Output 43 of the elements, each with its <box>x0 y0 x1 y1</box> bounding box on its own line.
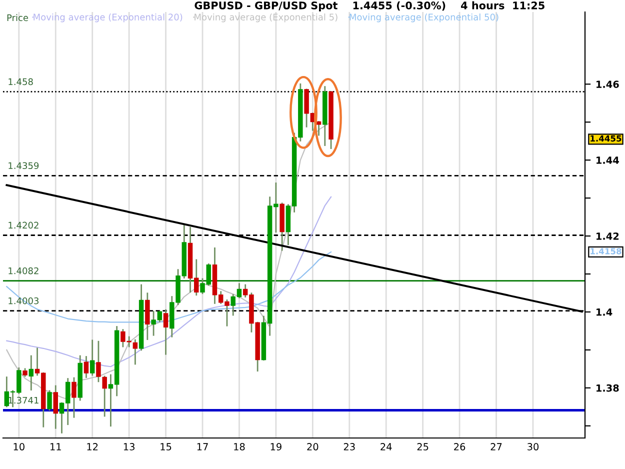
candlestick <box>163 309 168 355</box>
chart-title: GBPUSD - GBP/USD Spot 1.4455 (-0.30%) 4 hours 11:25 <box>194 1 544 12</box>
candlestick <box>47 390 52 411</box>
ref-line-label: 1.4082 <box>8 267 38 274</box>
x-tick-label: 12 <box>87 443 98 450</box>
candlestick <box>102 376 107 417</box>
candlestick <box>84 356 89 378</box>
legend-label: Moving average (Exponential 5) <box>194 13 338 22</box>
ref-line-label: 1.458 <box>8 78 33 86</box>
text: 1.4455 <box>590 135 622 142</box>
y-axis-title: Price <box>7 14 28 22</box>
y-tick-label: 1.38 <box>596 384 619 392</box>
legend-label: Moving average (Exponential 50) <box>350 13 498 22</box>
text: 1.4158 <box>590 248 622 254</box>
candlestick <box>28 355 34 390</box>
x-tick-label: 20 <box>307 443 318 450</box>
ref-line-label: 1.4202 <box>8 222 38 229</box>
x-tick-label: 24 <box>380 443 392 450</box>
x-tick-label: 27 <box>490 443 502 450</box>
x-tick-label: 25 <box>417 443 428 450</box>
y-tick-label: 1.44 <box>596 156 619 164</box>
x-tick-label: 13 <box>124 443 134 450</box>
x-tick-label: 11 <box>50 443 61 450</box>
candlestick <box>145 292 150 340</box>
ref-line-label: 1.4359 <box>8 162 39 170</box>
candlestick <box>132 339 138 365</box>
x-tick-label: 18 <box>234 443 245 450</box>
x-tick-label: 17 <box>197 443 208 450</box>
y-tick-label: 1.42 <box>596 232 619 240</box>
candlestick <box>96 340 101 382</box>
x-tick-label: 19 <box>270 443 282 450</box>
ref-line-label: 1.4003 <box>8 297 39 304</box>
x-tick-label: 23 <box>344 443 355 450</box>
x-tick-label: 30 <box>528 443 539 450</box>
y-tick-label: 1.46 <box>596 80 619 88</box>
candlestick <box>53 385 58 429</box>
legend-label: Moving average (Exponential 20) <box>34 13 182 22</box>
y-tick-label: 1.4 <box>596 308 612 316</box>
x-tick-label: 26 <box>454 443 466 450</box>
candlestick <box>90 340 95 376</box>
candlestick <box>72 377 76 418</box>
x-tick-label: 10 <box>14 443 24 450</box>
x-tick-label: 15 <box>160 443 172 450</box>
